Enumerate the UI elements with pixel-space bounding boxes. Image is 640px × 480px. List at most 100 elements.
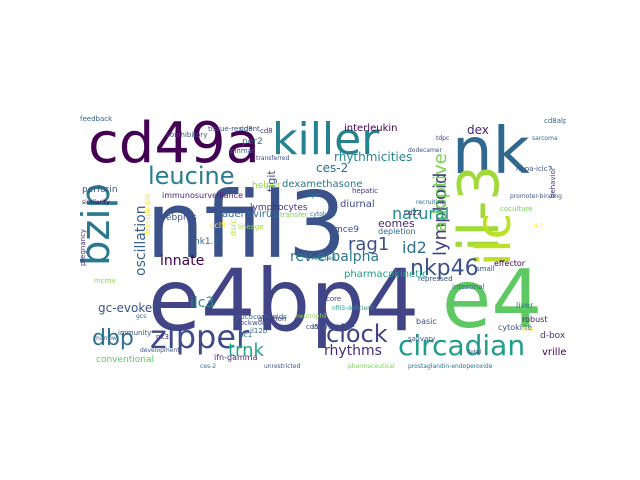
word: depletion [378,227,416,236]
word: innate [160,253,205,269]
word: dsrc [229,219,238,236]
word: adenovirus [222,209,278,220]
word: itie [522,325,533,333]
word: pharmaceutical [348,363,395,370]
word: natural [392,204,450,223]
word: abiation [258,315,287,323]
word: il12b [250,327,268,335]
word: marrow [94,335,117,342]
word: dbp [92,326,134,351]
word: promoter-binding [510,193,562,200]
word: rhythmicities [334,150,413,164]
word: helper [252,181,281,191]
word: liver [516,301,534,310]
word: nk1.1 [194,237,220,247]
word: ifn-gamma [214,353,258,362]
word: nk3 [156,333,169,341]
word: recruiting [416,199,445,206]
word: clockwork [234,319,269,327]
word: cd22 [404,209,422,217]
word: leucine [148,162,235,190]
word: pinmal [230,147,254,155]
word: rev-erbalpha [290,249,380,265]
word: hepatic [352,187,379,195]
word: interactome [312,323,355,331]
word: robust [522,315,548,324]
word: mcmv [94,277,116,285]
word: immunity [118,329,152,337]
word: dodecamer [408,147,442,154]
word: perforin [82,185,118,195]
word: repressed [418,275,453,283]
word: effector [494,259,526,268]
word: id2 [402,238,427,257]
word: circadian [398,329,526,362]
word: e4 [442,253,543,346]
word: d-box [540,331,566,341]
word: cd8 [260,127,273,135]
word: similarity [82,199,110,206]
word: sarcoma [532,135,558,142]
word: nkp46 [410,256,479,281]
word: conventional [96,355,154,365]
word: feedback [80,115,113,123]
word: tdpc [436,135,450,142]
word: nk [452,115,530,189]
word: nfil3 [146,172,347,279]
word: eomes [378,217,415,230]
word: gcs [136,313,147,320]
word: dexamethasone [282,179,363,190]
word: ces-2 [200,363,217,370]
word: mce9 [334,225,359,235]
word: small [476,265,495,273]
word: transferred [256,155,290,162]
word: vrille [542,347,566,358]
word: ces-2 [316,161,349,175]
word: ilc3 [190,295,215,311]
word: immunosurveillance [162,191,243,200]
word: rescued [312,255,336,262]
word: per2 [242,137,263,147]
word: ccl5 [210,221,227,230]
word: clps [306,191,320,199]
word: zipper [150,318,250,356]
word: cd8alpha [544,117,566,125]
word: killer [272,114,380,165]
word: glucocorticoids [234,313,287,321]
word: neutrophil [296,313,327,320]
word: cytokine [498,323,533,332]
word: salivary [408,335,436,343]
word: trnk [228,340,264,361]
word-cloud: nfil3 e4bp4 nk e4 killer cd49a il-3 ilc … [80,106,566,370]
word: il-7 [534,223,544,230]
word: pregnancy [80,228,87,266]
word: ebpres [166,213,197,223]
word: cytolytic [310,211,336,218]
word: coculture [500,205,533,213]
word: development [140,347,180,354]
word: transfer [280,211,308,219]
word: lymphocytes [250,203,308,213]
word: cd49a [88,111,260,176]
word: hepa-iclc7 [516,165,553,173]
word: fetal [468,349,482,356]
word: dreispirale [143,193,152,236]
word: tissue-resident [208,125,260,133]
word: cd5 [306,323,319,331]
word: clock [326,320,388,348]
word: diurnal [340,199,375,210]
word: ilc1 [240,331,253,339]
word: intestinal [452,283,485,291]
word: e4bp4 [148,251,420,351]
word: cd8 [240,125,253,133]
word: unrestricted [264,363,301,370]
word: interleukin [344,123,398,134]
word: gc-evoked [98,301,160,315]
word: basic [416,317,437,326]
word: dex [467,123,489,137]
word: lineage [238,223,264,231]
word: rhythms [324,343,382,359]
word: rag1 [348,234,390,255]
word: prostaglandin-endoperoxide [408,363,493,370]
word: nfil3-deficient [332,305,374,312]
